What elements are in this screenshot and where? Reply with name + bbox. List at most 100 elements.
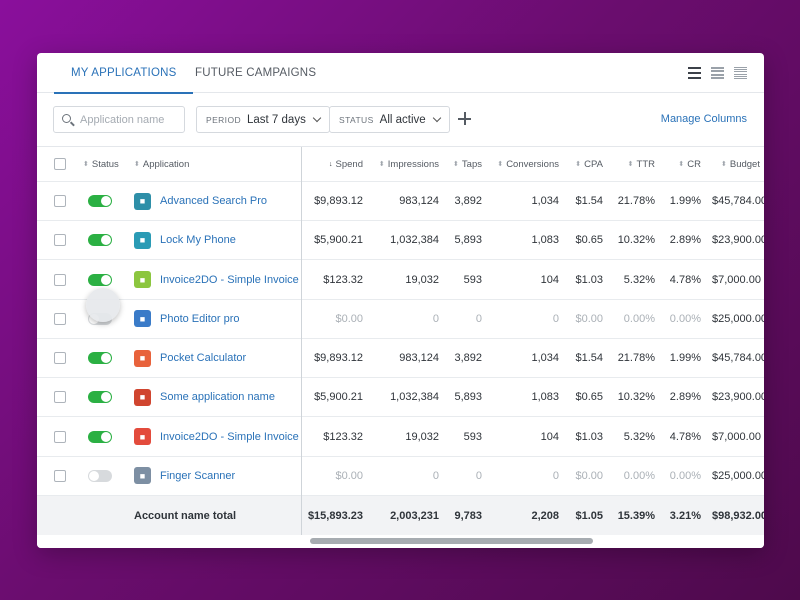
cell-cpa: $1.03 [575, 273, 603, 286]
cell-taps: 3,892 [454, 195, 482, 207]
total-row: Account name total $15,893.23 2,003,231 … [37, 496, 764, 536]
period-label: PERIOD [206, 114, 241, 125]
cell-spend: $9,893.12 [314, 352, 363, 364]
status-toggle[interactable] [88, 273, 112, 286]
cell-impressions: 1,032,384 [390, 234, 439, 247]
row-checkbox[interactable] [54, 312, 66, 325]
sort-icon: ⬍ [627, 161, 634, 168]
cell-cr: 1.99% [669, 352, 701, 364]
cell-cpa: $0.00 [575, 469, 603, 482]
cell-impressions: 0 [432, 469, 439, 482]
row-checkbox[interactable] [54, 234, 66, 247]
status-toggle[interactable] [88, 430, 112, 443]
row-checkbox[interactable] [54, 195, 66, 207]
total-label: Account name total [134, 510, 237, 522]
sort-icon: ⬍ [378, 161, 385, 168]
application-name-link[interactable]: Invoice2DO - Simple Invoice [160, 273, 299, 286]
cell-budget: $25,000.00 [712, 469, 764, 482]
row-checkbox[interactable] [54, 273, 66, 286]
app-icon: ■ [134, 271, 151, 288]
status-toggle[interactable] [88, 391, 112, 404]
cell-conversions: 1,083 [531, 391, 559, 404]
cell-ttr: 0.00% [623, 469, 655, 482]
list-medium-icon[interactable] [711, 67, 724, 79]
cursor-touch-indicator [86, 288, 120, 322]
application-name-link[interactable]: Finger Scanner [160, 469, 236, 482]
horizontal-scrollbar[interactable] [37, 535, 764, 548]
column-cpa[interactable]: ⬍ CPA [575, 158, 603, 170]
cell-impressions: 19,032 [405, 273, 439, 286]
cell-taps: 3,892 [454, 352, 482, 364]
cell-taps: 0 [475, 312, 482, 325]
table-row: ■ Finger Scanner $0.00 0 0 0 $0.00 0.00% 0.00% $2… [37, 457, 764, 496]
cell-budget: $45,784.00 [712, 352, 764, 364]
status-toggle[interactable] [88, 234, 112, 247]
cell-cr: 0.00% [669, 469, 701, 482]
tab-bar: MY APPLICATIONS FUTURE CAMPAIGNS [37, 53, 764, 94]
status-toggle[interactable] [88, 469, 112, 482]
list-dense-icon[interactable] [734, 67, 747, 79]
select-all-checkbox[interactable] [54, 158, 66, 170]
row-checkbox[interactable] [54, 469, 66, 482]
cell-budget: $45,784.00 [712, 195, 764, 207]
cell-spend: $123.32 [323, 430, 363, 443]
cell-budget: $23,900.00 [712, 391, 764, 404]
application-name-link[interactable]: Some application name [160, 391, 275, 404]
manage-columns-link[interactable]: Manage Columns [660, 113, 747, 125]
tab-my-applications[interactable]: MY APPLICATIONS [53, 53, 195, 94]
status-value: All active [379, 113, 426, 126]
status-toggle[interactable] [88, 195, 112, 207]
cell-conversions: 1,034 [531, 195, 559, 207]
add-filter-icon[interactable] [458, 112, 471, 125]
column-taps[interactable]: ⬍ Taps [453, 158, 482, 170]
column-conversions[interactable]: ⬍ Conversions [497, 158, 559, 170]
cell-spend: $0.00 [335, 312, 363, 325]
cell-cpa: $1.03 [575, 430, 603, 443]
cell-spend: $0.00 [335, 469, 363, 482]
table-row: ■ Photo Editor pro $0.00 0 0 0 $0.00 0.00% 0.00%… [37, 300, 764, 339]
sort-icon: ⬍ [134, 161, 140, 168]
cell-budget: $7,000.00 [712, 430, 761, 443]
cell-impressions: 983,124 [399, 352, 439, 364]
status-dropdown[interactable]: STATUS All active [329, 106, 450, 133]
tab-future-campaigns[interactable]: FUTURE CAMPAIGNS [195, 67, 317, 79]
column-budget[interactable]: ⬍ Budget [721, 158, 760, 170]
cell-spend: $5,900.21 [314, 391, 363, 404]
application-name-link[interactable]: Photo Editor pro [160, 312, 240, 325]
column-impressions[interactable]: ⬍ Impressions [378, 158, 439, 170]
cell-conversions: 0 [552, 469, 559, 482]
column-ttr[interactable]: ⬍ TTR [627, 158, 655, 170]
row-checkbox[interactable] [54, 430, 66, 443]
row-checkbox[interactable] [54, 352, 66, 364]
application-name-link[interactable]: Invoice2DO - Simple Invoice [160, 430, 299, 443]
row-checkbox[interactable] [54, 391, 66, 404]
column-cr[interactable]: ⬍ CR [678, 158, 701, 170]
application-name-link[interactable]: Lock My Phone [160, 234, 236, 247]
application-name-link[interactable]: Pocket Calculator [160, 352, 247, 364]
cell-cr: 4.78% [669, 273, 701, 286]
cell-spend: $123.32 [323, 273, 363, 286]
cell-ttr: 21.78% [617, 195, 655, 207]
cell-conversions: 1,034 [531, 352, 559, 364]
cell-cpa: $0.00 [575, 312, 603, 325]
column-status[interactable]: ⬍ Status [83, 158, 119, 170]
cell-cr: 4.78% [669, 430, 701, 443]
period-dropdown[interactable]: PERIOD Last 7 days [196, 106, 330, 133]
table-row: ■ Advanced Search Pro $9,893.12 983,124 3,89… [37, 182, 764, 221]
cell-ttr: 10.32% [617, 391, 655, 404]
sort-desc-icon: ↓ [329, 160, 333, 168]
column-application[interactable]: ⬍ Application [134, 158, 190, 170]
status-toggle[interactable] [88, 352, 112, 364]
search-icon [62, 114, 71, 123]
app-icon: ■ [134, 192, 151, 210]
application-name-link[interactable]: Advanced Search Pro [160, 195, 268, 207]
period-value: Last 7 days [247, 113, 306, 126]
list-compact-icon[interactable] [688, 67, 701, 79]
filter-bar: PERIOD Last 7 days STATUS All active Man… [37, 93, 764, 147]
cell-conversions: 104 [540, 273, 559, 286]
app-icon: ■ [134, 388, 151, 406]
search-input[interactable] [53, 106, 185, 133]
scrollbar-thumb[interactable] [310, 538, 593, 544]
column-spend[interactable]: ↓ Spend [329, 158, 363, 170]
total-cr: 3.21% [669, 510, 701, 522]
